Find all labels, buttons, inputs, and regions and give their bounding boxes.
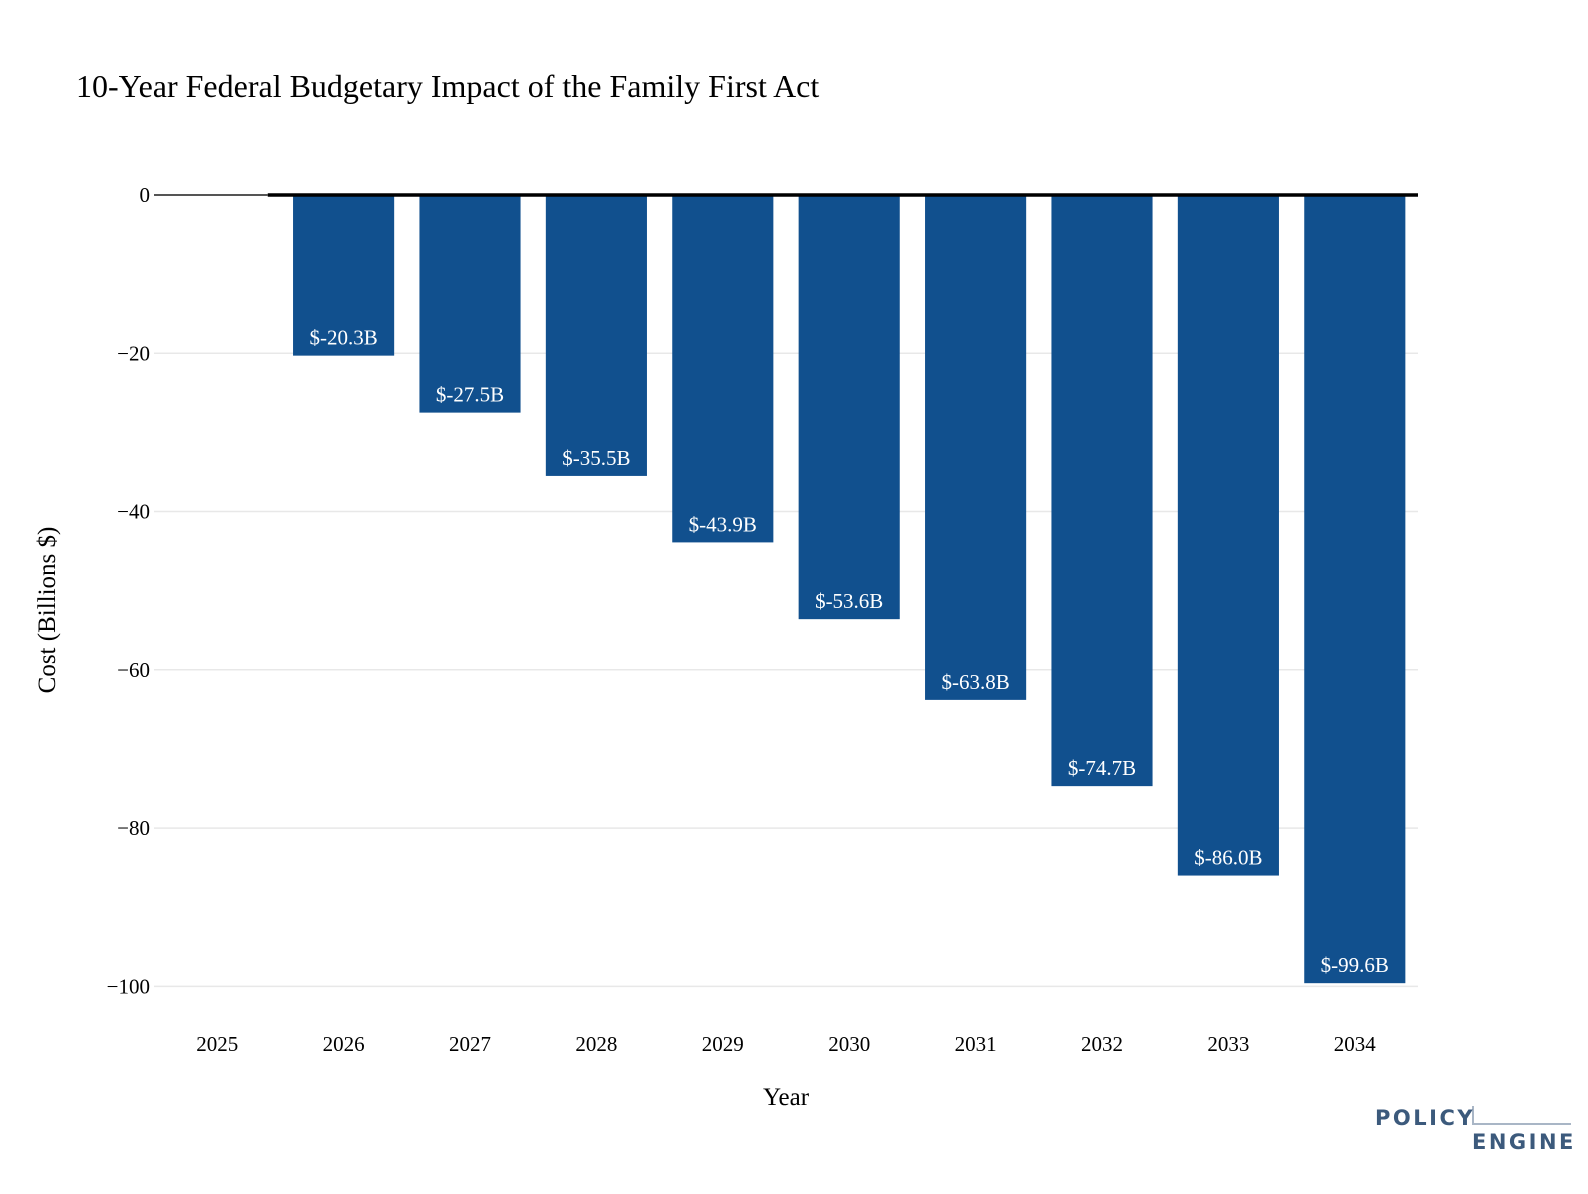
bar bbox=[1304, 195, 1406, 984]
bar bbox=[545, 195, 647, 476]
x-tick-label: 2029 bbox=[702, 1032, 744, 1056]
bar-data-labels: $-20.3B $-27.5B $-35.5B $-43.9B $-53.6B $-63.… bbox=[309, 326, 1388, 978]
logo-bracket bbox=[1472, 1106, 1571, 1125]
y-tick-labels: 0 −20 −40 −60 −80 −100 bbox=[107, 183, 150, 998]
y-axis-title: Cost (Billions $) bbox=[34, 527, 61, 694]
x-tick-label: 2031 bbox=[955, 1032, 997, 1056]
bar-data-label: $-74.7B bbox=[1068, 756, 1136, 780]
y-tick-label: 0 bbox=[140, 183, 151, 207]
logo-text-policy: POLICY bbox=[1375, 1106, 1476, 1130]
x-tick-label: 2026 bbox=[323, 1032, 365, 1056]
bar bbox=[1051, 195, 1153, 787]
x-tick-label: 2027 bbox=[449, 1032, 491, 1056]
x-axis-title: Year bbox=[763, 1084, 810, 1111]
bar bbox=[293, 195, 395, 356]
bar-data-label: $-35.5B bbox=[562, 446, 630, 470]
x-tick-label: 2032 bbox=[1081, 1032, 1123, 1056]
bar-data-label: $-99.6B bbox=[1321, 953, 1389, 977]
bar-data-label: $-43.9B bbox=[689, 512, 757, 536]
logo-text-engine: ENGINE bbox=[1472, 1130, 1576, 1154]
bar-data-label: $-53.6B bbox=[815, 589, 883, 613]
bar-data-label: $-27.5B bbox=[436, 383, 504, 407]
bar bbox=[925, 195, 1027, 700]
bar-data-label: $-86.0B bbox=[1194, 846, 1262, 870]
bars bbox=[166, 195, 1406, 984]
x-tick-label: 2028 bbox=[575, 1032, 617, 1056]
x-tick-label: 2030 bbox=[828, 1032, 870, 1056]
x-tick-label: 2033 bbox=[1207, 1032, 1249, 1056]
y-tick-label: −80 bbox=[117, 816, 150, 840]
y-tick-label: −60 bbox=[117, 658, 150, 682]
y-tick-label: −40 bbox=[117, 500, 150, 524]
bar-data-label: $-20.3B bbox=[309, 326, 377, 350]
x-tick-labels: 2025 2026 2027 2028 2029 2030 2031 2032 2033 2034 bbox=[196, 1032, 1376, 1056]
bar bbox=[1177, 195, 1279, 876]
bar-data-label: $-63.8B bbox=[941, 670, 1009, 694]
y-tick-label: −100 bbox=[107, 974, 150, 998]
chart-title: 10-Year Federal Budgetary Impact of the … bbox=[76, 68, 819, 104]
bar bbox=[798, 195, 900, 620]
bar bbox=[419, 195, 521, 413]
x-tick-label: 2034 bbox=[1334, 1032, 1377, 1056]
bar bbox=[672, 195, 774, 543]
x-tick-label: 2025 bbox=[196, 1032, 238, 1056]
policyengine-logo: POLICY ENGINE bbox=[1375, 1106, 1573, 1156]
y-tick-label: −20 bbox=[117, 341, 150, 365]
